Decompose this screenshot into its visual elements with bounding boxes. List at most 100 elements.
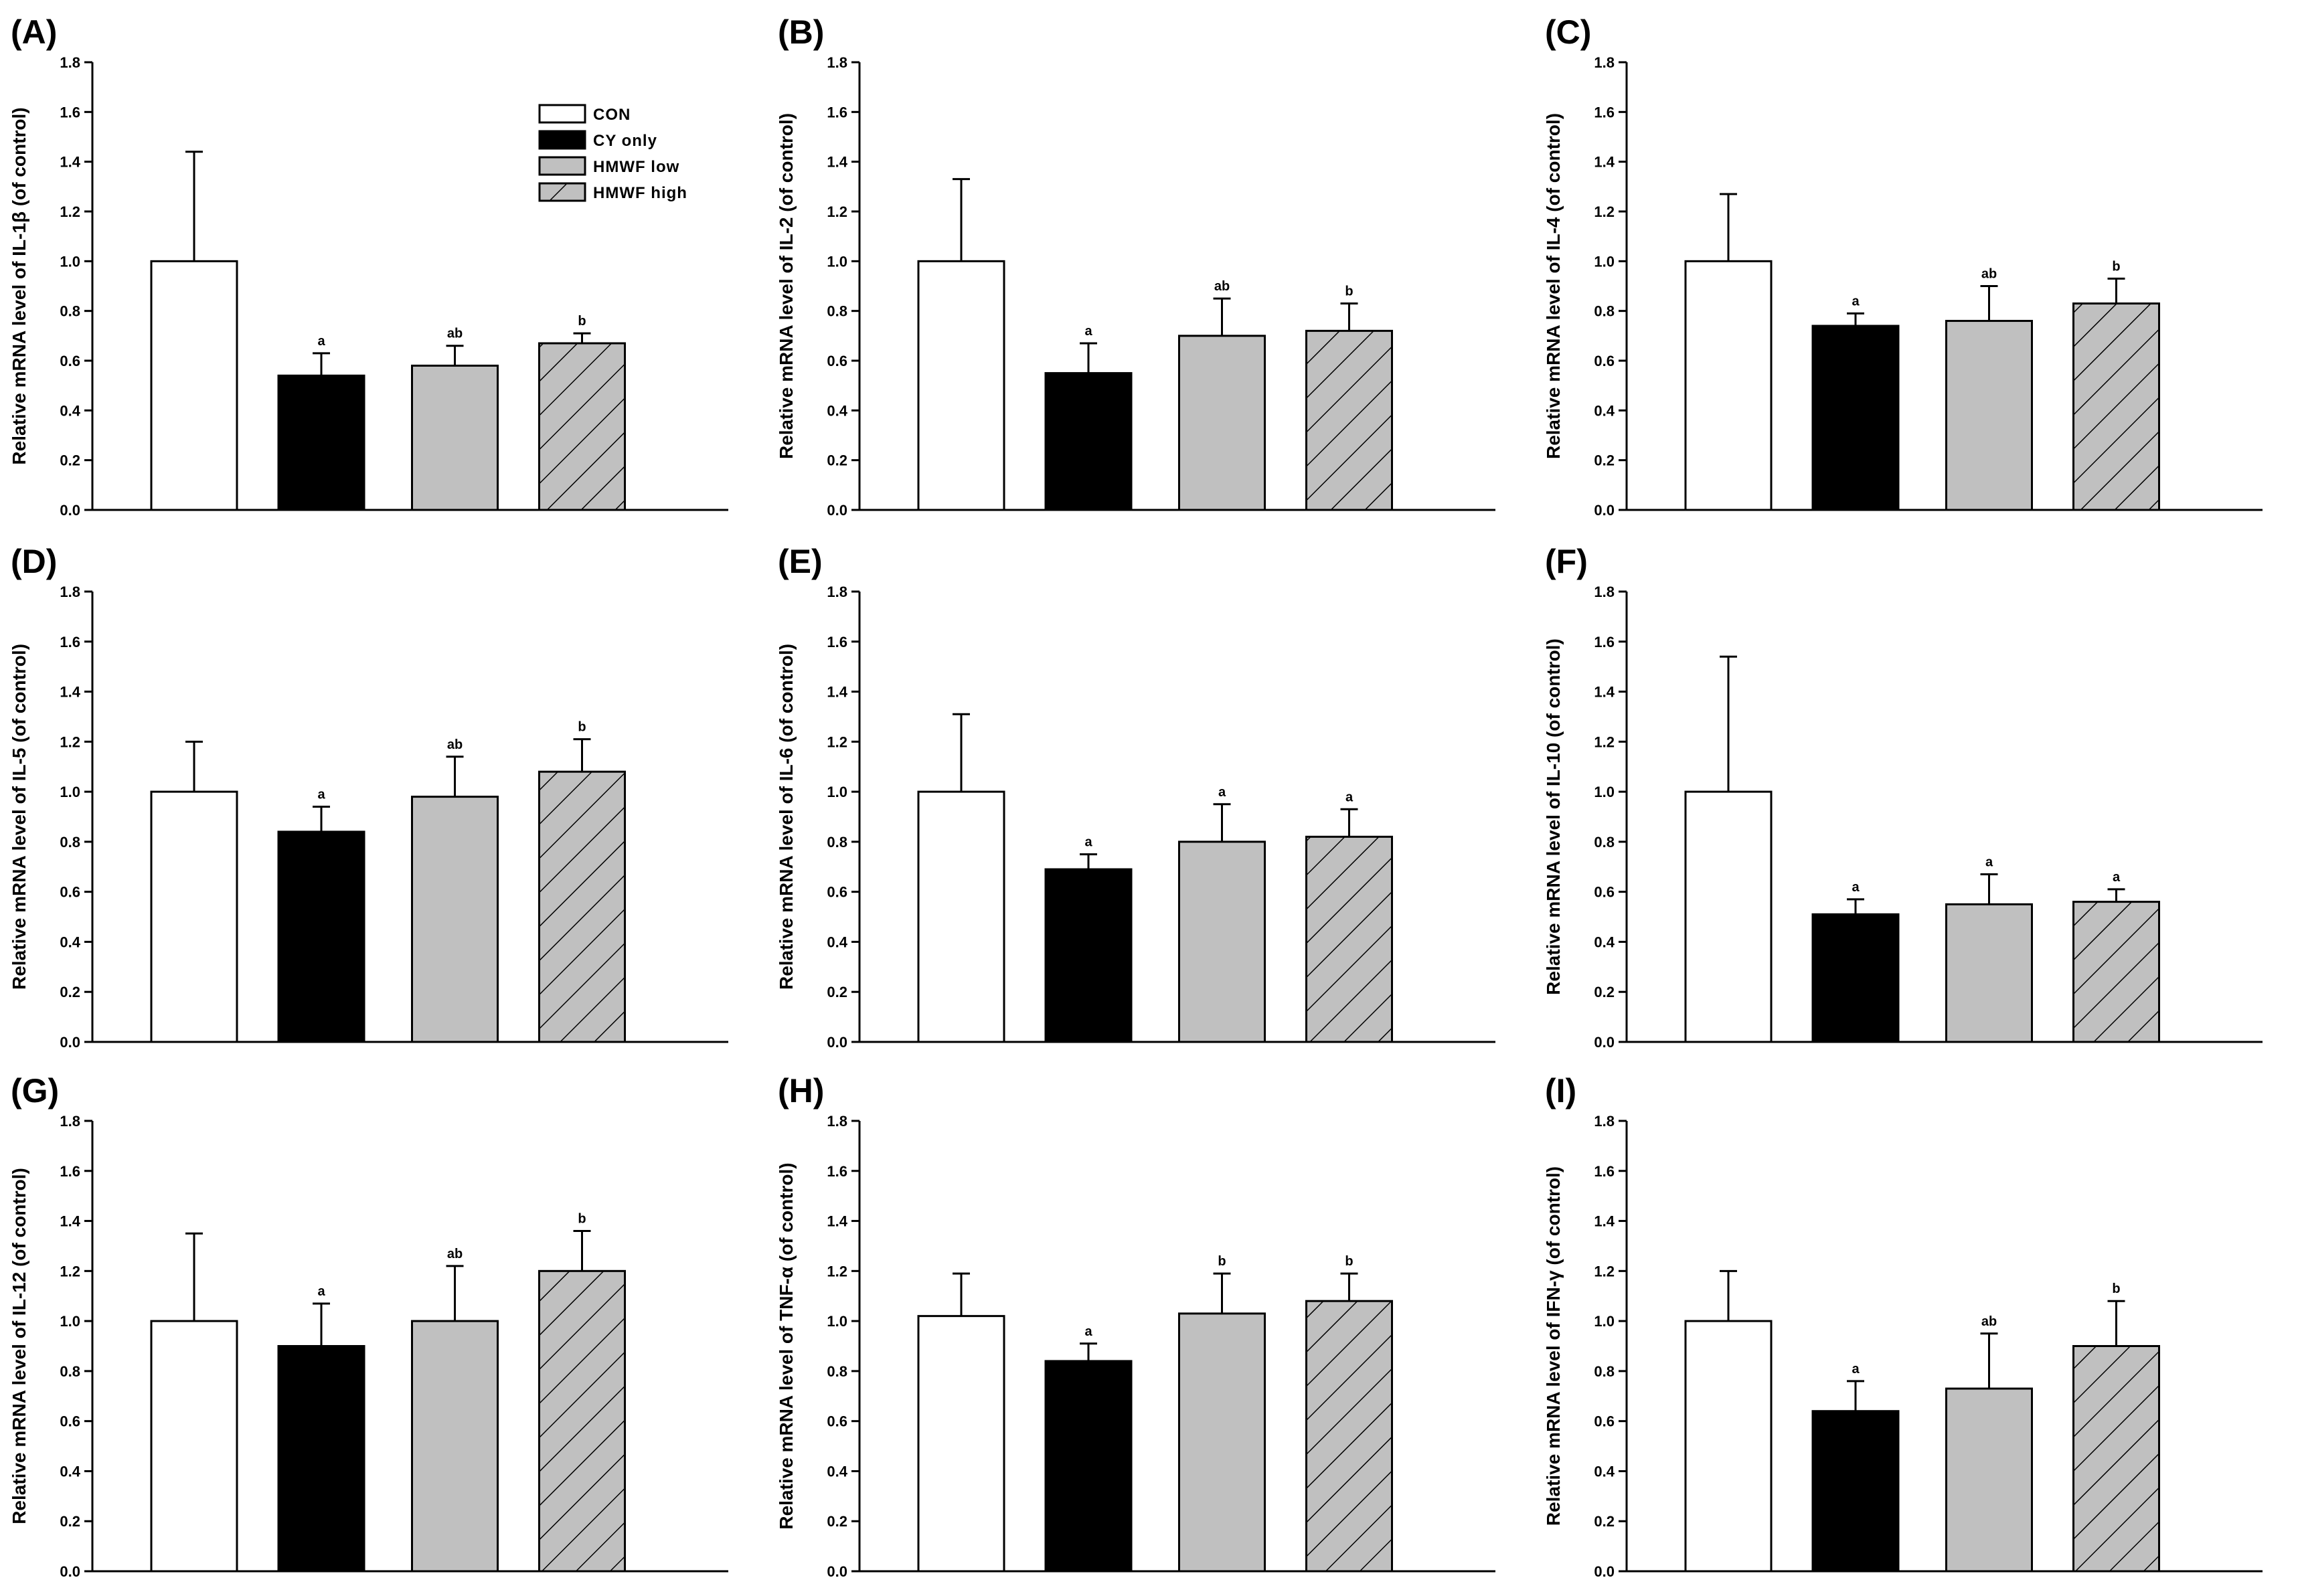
y-tick-label: 0.6 [1594,1413,1615,1430]
y-tick-label: 1.2 [827,733,847,750]
y-tick-label: 1.6 [1594,104,1615,120]
y-tick-label: 1.4 [60,154,80,171]
y-tick-label: 1.0 [1594,1313,1615,1330]
bar-cy-only [1044,868,1133,1043]
y-tick-label: 0.8 [1594,1363,1615,1380]
y-tick-label: 0.4 [1594,402,1615,419]
bar-hmwf-low [1945,320,2033,511]
legend-swatch-cy-only [538,130,586,150]
panel-label: (C) [1545,13,1591,51]
significance-label: a [1218,785,1226,800]
bar-hmwf-high [2072,1345,2160,1573]
y-tick-label: 1.8 [60,1113,80,1130]
significance-label: a [317,334,325,349]
significance-label: b [1218,1254,1226,1269]
significance-label: b [1345,1254,1353,1269]
y-tick-label: 0.0 [1594,1034,1615,1051]
y-tick-label: 1.6 [60,1163,80,1180]
y-tick-label: 0.2 [60,984,80,1000]
bar-hmwf-low [411,364,499,511]
y-tick-label: 0.6 [827,353,847,369]
bar-hmwf-low [1945,903,2033,1043]
panel-h: (H) Relative mRNA level of TNF-α (of cont… [776,1072,1495,1580]
y-axis-label: Relative mRNA level of IL-5 (of control) [9,644,29,990]
y-axis-label: Relative mRNA level of IL-4 (of control) [1543,113,1564,459]
y-tick-label: 0.8 [827,834,847,851]
y-tick-label: 0.6 [60,353,80,369]
y-tick-label: 1.8 [1594,1113,1615,1130]
y-tick-label: 1.8 [827,584,847,600]
y-tick-label: 1.2 [1594,203,1615,220]
y-tick-label: 1.0 [60,253,80,270]
y-axis-label: Relative mRNA level of IL-1β (of control… [9,107,29,464]
y-tick-label: 0.2 [1594,984,1615,1000]
y-tick-label: 0.2 [60,1513,80,1530]
legend-swatch-hmwf-high [538,182,586,202]
bar-cy-only [277,1345,365,1573]
y-tick-label: 1.4 [827,154,847,171]
significance-label: b [578,720,586,735]
significance-label: a [1084,324,1092,339]
y-tick-label: 0.0 [60,1034,80,1051]
panel-f: (F) Relative mRNA level of IL-10 (of cont… [1543,543,2263,1051]
y-tick-label: 0.4 [60,934,80,950]
y-tick-label: 1.2 [827,203,847,220]
y-tick-label: 1.0 [827,1313,847,1330]
significance-label: ab [1981,1314,1997,1329]
bar-hmwf-high [2072,901,2160,1043]
y-tick-label: 0.8 [827,303,847,320]
y-tick-label: 1.8 [1594,54,1615,71]
y-tick-label: 0.2 [827,1513,847,1530]
y-tick-label: 1.0 [1594,253,1615,270]
y-tick-label: 1.4 [1594,154,1615,171]
bar-hmwf-high [2072,302,2160,511]
bar-cy-only [1811,1410,1900,1573]
y-tick-label: 1.8 [60,584,80,600]
y-tick-label: 1.8 [827,1113,847,1130]
significance-label: b [2112,259,2120,274]
panel-a: (A) Relative mRNA level of IL-1β (of cont… [9,13,728,519]
y-tick-label: 0.6 [60,884,80,901]
y-tick-label: 1.4 [827,684,847,701]
legend-swatch-con [538,104,586,124]
y-tick-label: 0.4 [827,402,847,419]
significance-label: a [1985,855,1993,869]
y-tick-label: 0.2 [60,452,80,469]
significance-label: ab [1981,267,1997,282]
panel-c: (C) Relative mRNA level of IL-4 (of contr… [1543,13,2263,519]
bar-con [1684,790,1773,1043]
y-axis-label: Relative mRNA level of TNF-α (of control… [776,1162,797,1529]
bar-cy-only [277,830,365,1043]
y-tick-label: 0.0 [60,502,80,519]
bar-con [150,790,238,1043]
y-axis-label: Relative mRNA level of IL-12 (of control… [9,1168,29,1524]
y-tick-label: 0.0 [1594,1563,1615,1580]
bar-cy-only [1044,1360,1133,1573]
legend-label: HMWF low [593,158,679,176]
significance-label: a [1852,880,1860,895]
significance-label: b [1345,284,1353,299]
panel-b: (B) Relative mRNA level of IL-2 (of contr… [776,13,1495,519]
bar-hmwf-high [1305,329,1393,511]
y-tick-label: 0.0 [827,1563,847,1580]
y-tick-label: 0.4 [1594,934,1615,950]
y-tick-label: 1.4 [1594,1213,1615,1230]
panel-label: (E) [778,543,823,580]
y-tick-label: 1.6 [827,104,847,120]
panel-g: (G) Relative mRNA level of IL-12 (of cont… [9,1072,728,1580]
significance-label: b [578,314,586,329]
y-tick-label: 0.8 [60,303,80,320]
significance-label: a [1852,1362,1860,1377]
panel-label: (D) [11,543,57,580]
y-tick-label: 1.4 [60,1213,80,1230]
bar-hmwf-high [1305,1300,1393,1573]
y-tick-label: 1.4 [60,684,80,701]
y-tick-label: 1.8 [827,54,847,71]
y-tick-label: 0.4 [60,1463,80,1480]
bar-hmwf-low [1945,1387,2033,1573]
y-axis-label: Relative mRNA level of IFN-γ (of control… [1543,1166,1564,1526]
bar-hmwf-high [538,1269,626,1573]
y-tick-label: 0.2 [827,452,847,469]
y-tick-label: 1.0 [60,784,80,800]
